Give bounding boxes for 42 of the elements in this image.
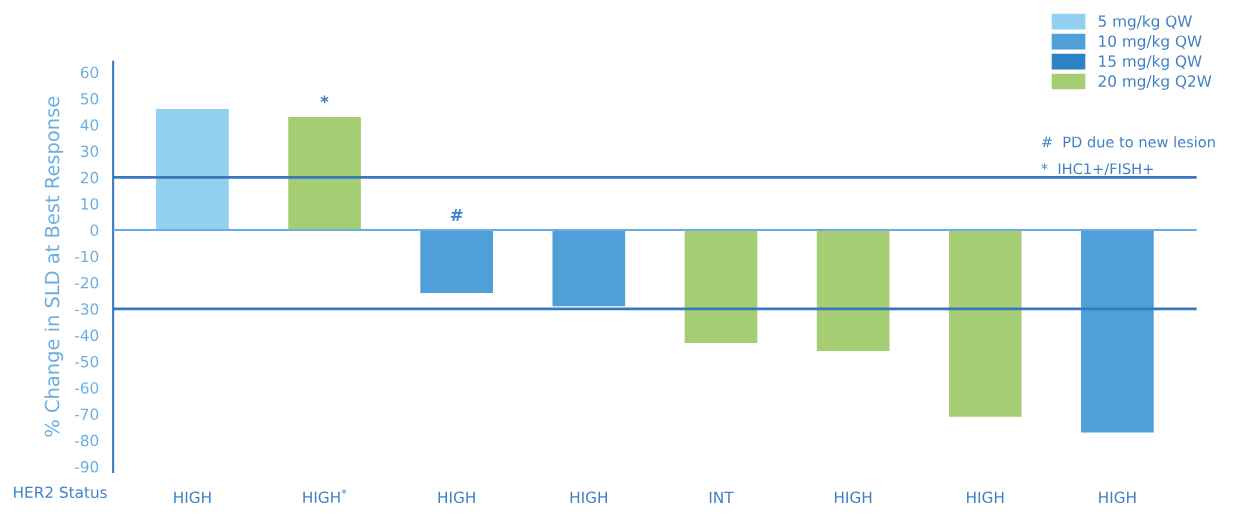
x-tick-label: HIGH bbox=[570, 491, 607, 504]
x-tick-label: HIGH bbox=[174, 491, 211, 504]
bar bbox=[156, 109, 229, 230]
y-tick-label: -20 bbox=[75, 277, 99, 289]
y-tick-label: 0 bbox=[90, 224, 99, 236]
legend-label: 20 mg/kg Q2W bbox=[1098, 75, 1212, 90]
y-tick-label: -30 bbox=[75, 303, 99, 315]
y-tick-label: -10 bbox=[75, 250, 99, 263]
y-tick-label: 10 bbox=[81, 198, 99, 210]
y-tick-label: 30 bbox=[80, 145, 99, 158]
bar bbox=[420, 229, 494, 294]
y-tick-label: -70 bbox=[75, 408, 99, 421]
y-tick-label: 40 bbox=[80, 119, 99, 131]
x-tick-label: HIGH bbox=[438, 491, 475, 504]
bar bbox=[684, 229, 758, 344]
y-tick-label: 60 bbox=[80, 66, 99, 79]
legend-label: 5 mg/kg QW bbox=[1098, 15, 1192, 30]
annotation: * IHC1+/FISH+ bbox=[1041, 163, 1153, 176]
annotation: * bbox=[320, 95, 329, 104]
y-tick-label: 20 bbox=[80, 171, 99, 184]
bar bbox=[1081, 229, 1154, 433]
y-tick-label: -50 bbox=[75, 355, 99, 368]
bar bbox=[552, 229, 626, 307]
annotation: # PD due to new lesion bbox=[1041, 136, 1215, 148]
annotation: # bbox=[450, 208, 463, 221]
x-tick-label: HIGH bbox=[834, 491, 872, 504]
x-tick-label: INT bbox=[709, 491, 734, 503]
x-tick-label: HIGH bbox=[967, 491, 1004, 504]
x-tick-label: HIGH$^{*}$ bbox=[303, 489, 347, 504]
bar bbox=[948, 229, 1022, 417]
y-tick-label: -60 bbox=[75, 382, 99, 394]
y-tick-label: 50 bbox=[80, 92, 99, 105]
y-axis-title: % Change in SLD at Best Response bbox=[44, 96, 64, 437]
legend-label: 15 mg/kg QW bbox=[1099, 55, 1202, 70]
bar bbox=[288, 116, 361, 230]
y-tick-label: -80 bbox=[75, 434, 99, 447]
legend-label: 10 mg/kg QW bbox=[1099, 35, 1202, 50]
y-tick-label: -40 bbox=[75, 329, 99, 342]
bar bbox=[816, 229, 890, 351]
y-tick-label: -90 bbox=[75, 461, 99, 473]
x-tick-label: HIGH bbox=[1099, 491, 1136, 504]
x-axis-title: HER2 Status bbox=[14, 486, 107, 499]
